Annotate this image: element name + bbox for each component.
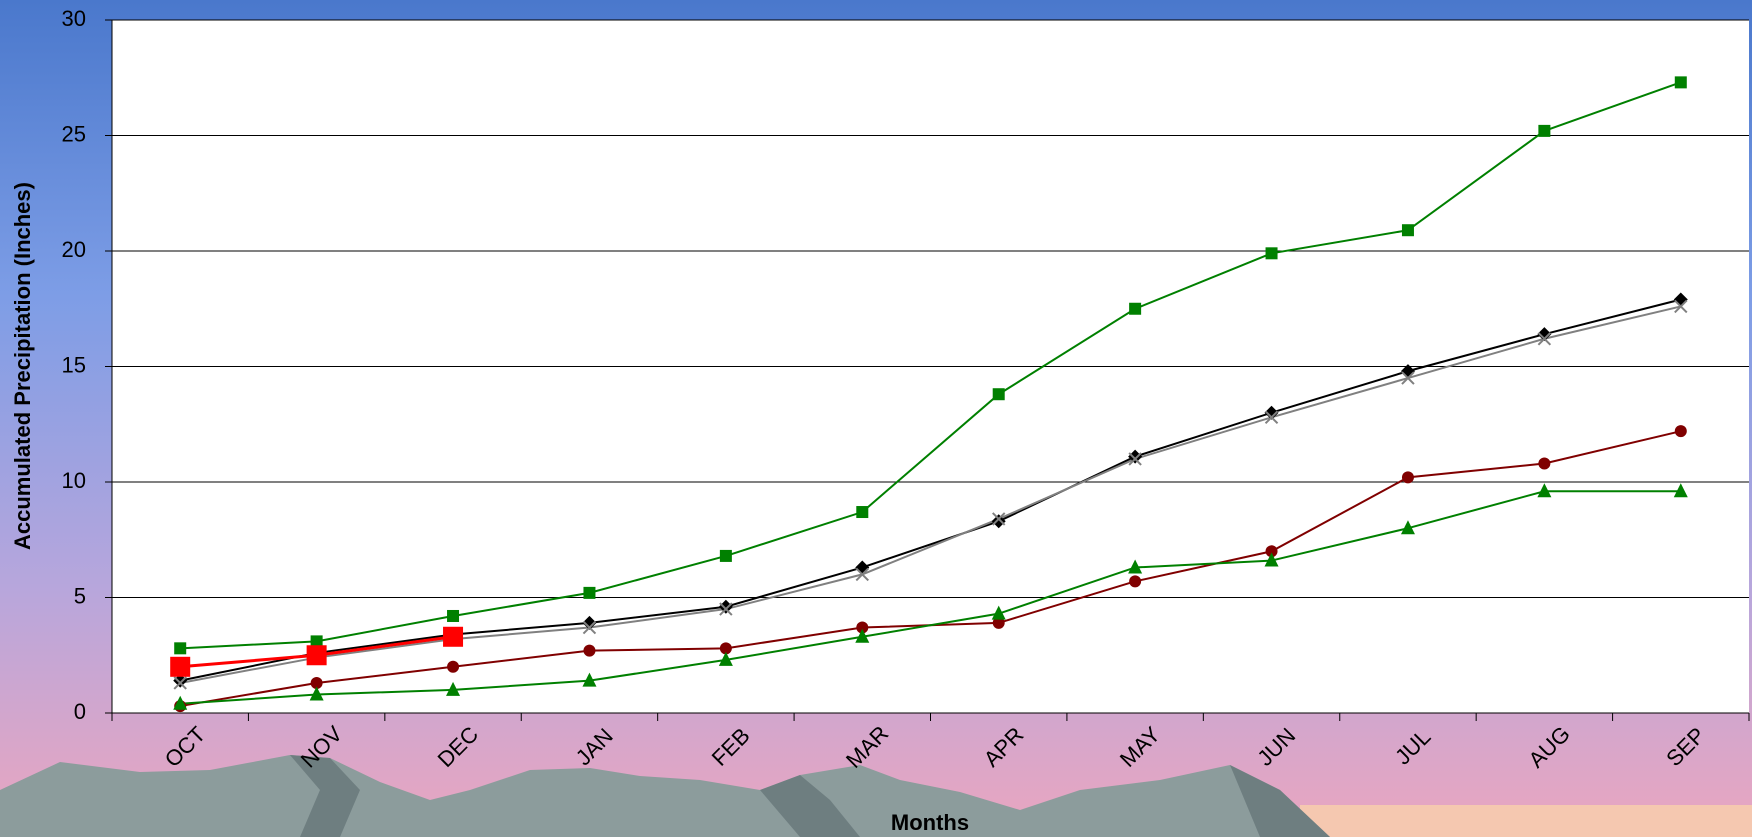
marker bbox=[855, 628, 870, 643]
marker bbox=[1538, 457, 1551, 470]
marker bbox=[719, 642, 732, 655]
marker bbox=[1401, 471, 1414, 484]
marker bbox=[1537, 332, 1552, 346]
y-tick-label: 10 bbox=[62, 468, 86, 493]
marker bbox=[719, 602, 733, 616]
marker bbox=[1538, 124, 1551, 137]
marker bbox=[856, 621, 869, 634]
series-line bbox=[180, 490, 1681, 705]
marker bbox=[992, 388, 1005, 401]
marker bbox=[306, 645, 327, 666]
marker bbox=[1129, 302, 1142, 315]
marker bbox=[992, 616, 1005, 629]
marker bbox=[582, 672, 597, 687]
marker bbox=[718, 651, 733, 666]
marker bbox=[174, 642, 187, 655]
marker bbox=[1401, 371, 1415, 385]
sunset-band bbox=[1300, 805, 1752, 837]
marker bbox=[447, 609, 460, 622]
marker bbox=[856, 506, 869, 519]
marker bbox=[1537, 327, 1552, 342]
marker bbox=[1264, 552, 1279, 567]
marker bbox=[310, 635, 323, 648]
marker bbox=[1537, 483, 1552, 498]
marker bbox=[1128, 452, 1142, 466]
mountain-shadows bbox=[290, 755, 1330, 837]
marker bbox=[173, 695, 188, 710]
marker bbox=[173, 676, 187, 690]
marker bbox=[1673, 483, 1688, 498]
marker bbox=[1128, 559, 1143, 574]
y-tick-label: 15 bbox=[62, 352, 86, 377]
y-tick-label: 30 bbox=[62, 6, 86, 31]
series-line bbox=[180, 81, 1682, 650]
marker bbox=[443, 626, 464, 647]
marker bbox=[992, 512, 1006, 526]
marker bbox=[583, 586, 596, 599]
marker bbox=[583, 644, 596, 657]
series-line bbox=[180, 298, 1682, 682]
marker bbox=[1674, 425, 1687, 438]
marker bbox=[310, 676, 323, 689]
marker bbox=[582, 615, 597, 630]
marker bbox=[855, 567, 869, 582]
marker bbox=[1265, 247, 1278, 260]
y-tick-label: 0 bbox=[74, 699, 86, 724]
marker bbox=[447, 660, 460, 673]
series-line bbox=[180, 305, 1682, 684]
marker bbox=[1264, 405, 1279, 420]
marker bbox=[309, 686, 324, 701]
marker bbox=[446, 681, 461, 696]
marker bbox=[719, 549, 732, 562]
marker bbox=[170, 656, 191, 677]
marker bbox=[718, 599, 733, 614]
marker bbox=[1264, 410, 1279, 425]
marker bbox=[1401, 224, 1414, 237]
y-tick-label: 5 bbox=[74, 583, 86, 608]
marker bbox=[582, 620, 597, 635]
marker bbox=[1674, 76, 1687, 89]
marker bbox=[1265, 545, 1278, 558]
x-axis-title: Months bbox=[891, 810, 969, 835]
marker bbox=[991, 605, 1006, 620]
marker bbox=[1129, 575, 1142, 588]
marker bbox=[1128, 449, 1143, 464]
y-tick-label: 20 bbox=[62, 237, 86, 262]
marker bbox=[1674, 299, 1688, 314]
y-tick-label: 25 bbox=[62, 121, 86, 146]
marker bbox=[173, 673, 188, 688]
marker bbox=[991, 514, 1006, 529]
y-axis-title: Accumulated Precipitation (Inches) bbox=[10, 182, 35, 550]
marker bbox=[1400, 520, 1415, 535]
